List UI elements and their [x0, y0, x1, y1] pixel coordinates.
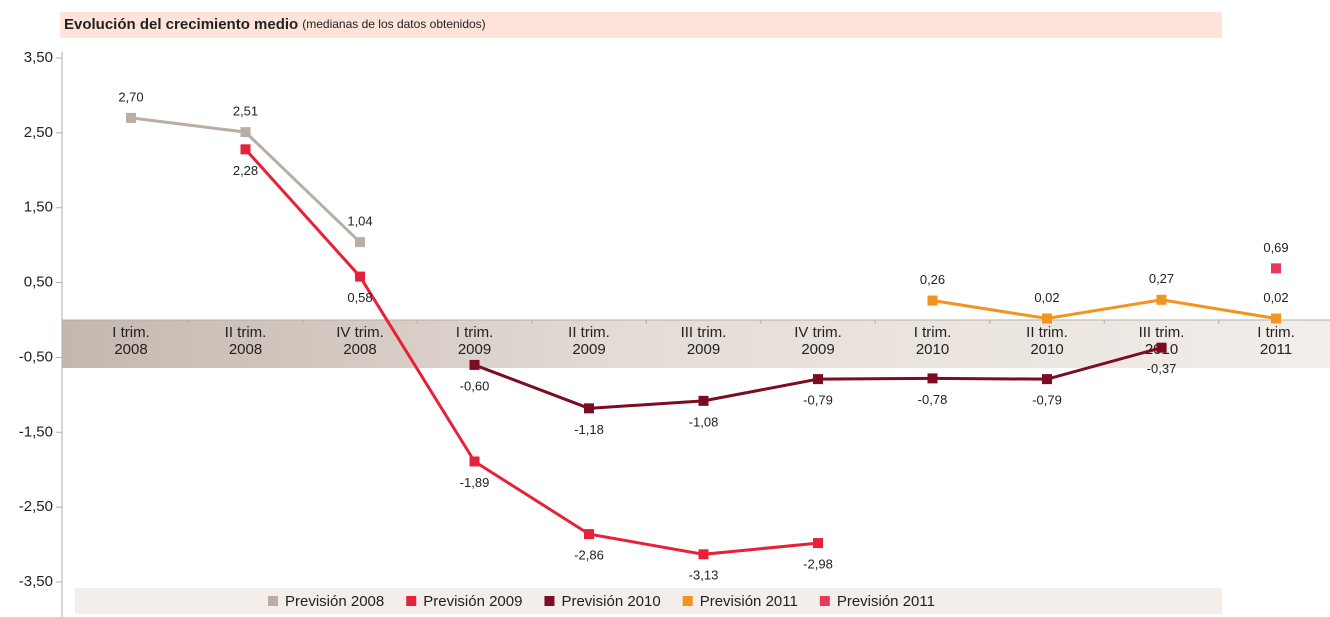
- legend-swatch: [819, 596, 830, 606]
- x-tick-label: 2010: [916, 341, 949, 358]
- data-label: -1,18: [574, 422, 604, 437]
- x-tick-label: 2009: [458, 341, 491, 358]
- legend-label: Previsión 2008: [285, 593, 384, 610]
- title-group: Evolución del crecimiento medio (medianas…: [64, 16, 486, 33]
- y-tick-label: -3,50: [19, 573, 53, 590]
- data-point: [355, 237, 365, 248]
- data-point: [584, 403, 594, 414]
- legend-label: Previsión 2009: [423, 593, 522, 610]
- x-tick-label: I trim.: [1257, 324, 1295, 341]
- x-tick-label: II trim.: [225, 324, 267, 341]
- legend-label: Previsión 2010: [561, 593, 660, 610]
- series-line: [932, 298, 1277, 321]
- data-label: 2,70: [118, 89, 143, 104]
- data-point: [469, 359, 480, 370]
- y-tick-label: -2,50: [19, 498, 53, 515]
- x-tick-label: I trim.: [112, 324, 150, 341]
- legend-swatch: [682, 596, 693, 606]
- data-label: -2,86: [574, 548, 604, 563]
- y-tick-label: -0,50: [19, 348, 53, 365]
- data-point: [1042, 374, 1052, 385]
- data-label: -0,79: [1032, 393, 1062, 408]
- data-label: -3,13: [689, 568, 719, 583]
- data-point: [1156, 342, 1167, 353]
- x-tick-label: III trim.: [1139, 324, 1185, 341]
- legend-swatch: [406, 596, 417, 606]
- data-label: 0,27: [1149, 271, 1174, 286]
- title-band: [60, 12, 1222, 38]
- data-label: 1,04: [347, 214, 372, 229]
- x-tick-label: 2009: [687, 341, 720, 358]
- legend-label: Previsión 2011: [700, 593, 798, 610]
- data-point: [1271, 263, 1281, 274]
- data-point: [240, 127, 251, 138]
- legend-band: [75, 588, 1222, 614]
- data-label: -0,79: [803, 393, 833, 408]
- data-label: 0,58: [347, 290, 372, 305]
- y-tick-label: 3,50: [24, 49, 53, 66]
- data-label: 0,69: [1263, 240, 1288, 255]
- data-point: [1271, 313, 1281, 324]
- chart-title: Evolución del crecimiento medio: [64, 16, 298, 33]
- x-tick-label: 2010: [1030, 341, 1063, 358]
- data-label: 2,28: [233, 163, 258, 178]
- data-label: -1,08: [689, 414, 719, 429]
- x-tick-label: 2009: [801, 341, 834, 358]
- x-tick-label: 2008: [229, 341, 262, 358]
- data-label: -1,89: [460, 475, 490, 490]
- y-tick-label: -1,50: [19, 423, 53, 440]
- data-point: [1156, 294, 1167, 305]
- y-tick-label: 1,50: [24, 199, 53, 216]
- data-point: [927, 373, 938, 384]
- x-tick-label: IV trim.: [336, 324, 384, 341]
- data-label: -0,37: [1147, 361, 1177, 376]
- data-label: -2,98: [803, 557, 833, 572]
- data-label: -0,78: [918, 392, 948, 407]
- data-label: 0,02: [1263, 290, 1288, 305]
- x-tick-label: IV trim.: [794, 324, 842, 341]
- data-point: [1042, 313, 1052, 324]
- data-point: [698, 549, 709, 560]
- legend-swatch: [544, 596, 555, 606]
- x-tick-label: II trim.: [1026, 324, 1068, 341]
- data-point: [240, 144, 251, 155]
- legend-label: Previsión 2011: [837, 593, 935, 610]
- data-label: 0,26: [920, 272, 945, 287]
- data-label: 0,02: [1034, 290, 1059, 305]
- data-label: 2,51: [233, 104, 258, 119]
- data-point: [813, 374, 823, 385]
- data-point: [927, 295, 938, 306]
- x-tick-label: I trim.: [914, 324, 952, 341]
- x-tick-label: 2011: [1260, 341, 1292, 358]
- data-point: [355, 271, 365, 282]
- chart-subtitle: (medianas de los datos obtenidos): [302, 17, 485, 31]
- x-tick-label: III trim.: [681, 324, 727, 341]
- x-tick-label: II trim.: [568, 324, 610, 341]
- data-point: [126, 112, 136, 123]
- x-tick-label: 2008: [114, 341, 147, 358]
- x-tick-label: 2009: [572, 341, 605, 358]
- series-line: [244, 148, 819, 556]
- y-tick-label: 2,50: [24, 124, 53, 141]
- x-tick-label: I trim.: [456, 324, 494, 341]
- data-point: [584, 529, 594, 540]
- data-point: [698, 395, 709, 406]
- data-point: [813, 538, 823, 549]
- legend-swatch: [268, 596, 278, 606]
- y-tick-label: 0,50: [24, 274, 53, 291]
- x-tick-label: 2008: [343, 341, 376, 358]
- data-label: -0,60: [460, 378, 490, 393]
- data-point: [469, 456, 480, 467]
